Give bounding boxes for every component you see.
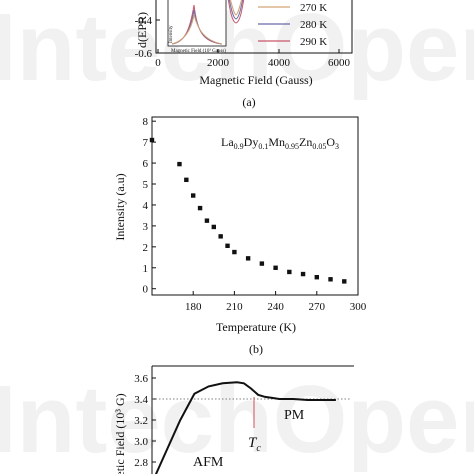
b-point-2	[184, 177, 189, 183]
panel-a-frame	[155, 0, 353, 54]
b-ytick-label-5: 5	[143, 179, 149, 191]
a-xtick-label-1: 2000	[207, 57, 230, 69]
a-caption: (a)	[242, 95, 255, 109]
b-point-16	[328, 277, 333, 282]
b-point-8	[225, 243, 230, 248]
watermark-top: IntechOpen	[0, 0, 474, 101]
legend-label-270k: 270 K	[300, 2, 327, 14]
c-tc-label: Tc	[248, 435, 261, 454]
panel-b-frame	[151, 116, 359, 296]
watermark-bottom: IntechOpen	[0, 366, 474, 473]
b-ytick-label-6: 6	[143, 158, 149, 170]
b-point-1	[177, 161, 182, 167]
inset-curve-3	[171, 14, 223, 45]
b-point-17	[342, 279, 347, 284]
a-xtick-label-0: 0	[155, 57, 161, 69]
c-ytick-label-0: 3.6	[134, 373, 148, 385]
legend-label-290k: 290 K	[300, 36, 327, 48]
b-point-4	[197, 205, 203, 211]
b-point-10	[245, 256, 251, 261]
c-ytick-label-1: 3.4	[134, 394, 148, 406]
b-point-14	[300, 271, 306, 277]
b-xtick-label-0: 180	[185, 301, 202, 313]
legend-label-280k: 280 K	[300, 19, 327, 31]
b-point-3	[191, 193, 196, 198]
c-yticks: 3.6 3.4 3.2 3.0 2.8	[134, 373, 156, 469]
c-afm-label: AFM	[193, 455, 224, 470]
b-ytick-label-0: 0	[143, 284, 149, 296]
b-ytick-label-1: 1	[143, 263, 149, 275]
b-ytick-label-8: 8	[143, 116, 149, 128]
c-ytick-label-3: 3.0	[134, 436, 148, 448]
b-xtick-label-3: 270	[309, 301, 326, 313]
b-point-5	[204, 218, 210, 223]
a-ytick-label-2: -0.6	[135, 48, 153, 60]
c-ytick-label-2: 3.2	[134, 415, 148, 427]
b-point-12	[273, 265, 278, 270]
b-xtick-label-1: 210	[226, 301, 243, 313]
panel-a: Intensity Magnetic Field (10³ Gauss) 270…	[135, 0, 353, 109]
a-xtick-label-3: 6000	[328, 57, 351, 69]
a-ytick-label-1: -0.4	[135, 15, 153, 27]
b-ytick-label-7: 7	[143, 137, 149, 149]
a-xlabel: Magnetic Field (Gauss)	[199, 73, 312, 87]
a-xtick-label-2: 4000	[268, 57, 291, 69]
panel-b: 0 1 2 3 4 5 6 7 8 180 210 240 270 300 La0.9Dy0.1Mn0.…	[113, 116, 367, 356]
main-curve-270k	[229, 0, 243, 16]
c-ytick-label-4: 2.8	[134, 457, 148, 469]
b-xlabel: Temperature (K)	[216, 320, 296, 334]
c-ylabel: netic Field (10³ G)	[113, 393, 127, 474]
main-curve-280k	[228, 0, 244, 20]
b-xticks: 180 210 240 270 300	[185, 291, 367, 313]
inset-ylabel: Intensity	[169, 25, 174, 43]
b-point-0	[149, 137, 155, 143]
a-ylabel: d(EPR)	[135, 12, 149, 48]
b-point-15	[314, 275, 319, 280]
b-ylabel: Intensity (a.u)	[113, 173, 127, 240]
b-xtick-label-4: 300	[350, 301, 367, 313]
b-point-9	[232, 249, 237, 255]
b-yticks: 0 1 2 3 4 5 6 7 8	[143, 116, 156, 296]
b-point-13	[287, 269, 292, 275]
panel-c: 3.6 3.4 3.2 3.0 2.8 PM AFM Tc netic Field (1…	[113, 365, 354, 474]
b-ytick-label-4: 4	[143, 200, 149, 212]
b-formula: La0.9Dy0.1Mn0.95Zn0.05O3	[221, 135, 339, 151]
b-ytick-label-2: 2	[143, 242, 149, 254]
panel-a-legend: 270 K 280 K 290 K	[258, 2, 327, 48]
main-curve-290k	[227, 0, 245, 24]
inset-xlabel: Magnetic Field (10³ Gauss)	[171, 48, 226, 54]
b-ytick-label-3: 3	[143, 221, 149, 233]
b-point-6	[211, 224, 216, 230]
b-caption: (b)	[249, 342, 263, 356]
b-points	[149, 137, 347, 284]
b-point-11	[259, 261, 265, 266]
c-pm-label: PM	[284, 408, 305, 423]
b-point-7	[218, 234, 223, 239]
c-curve	[154, 381, 336, 474]
b-xtick-label-2: 240	[267, 301, 284, 313]
